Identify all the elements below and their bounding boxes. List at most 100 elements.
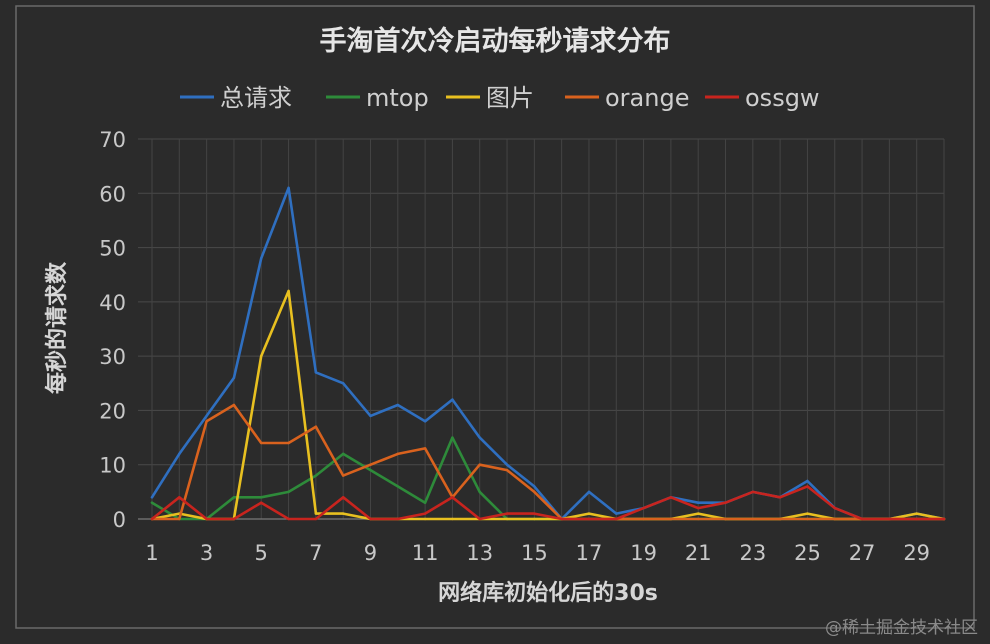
watermark: @稀土掘金技术社区	[825, 618, 978, 638]
data-point-总请求	[478, 436, 481, 439]
data-point-orange	[669, 517, 673, 521]
data-point-ossgw	[724, 501, 727, 504]
data-point-ossgw	[833, 506, 836, 510]
data-point-ossgw	[478, 517, 481, 521]
data-point-总请求	[505, 463, 509, 466]
legend-label: 图片	[486, 84, 534, 112]
data-point-总请求	[287, 186, 290, 190]
data-point-总请求	[587, 490, 591, 494]
legend-label: 总请求	[220, 84, 292, 112]
data-point-图片	[505, 517, 509, 521]
legend: 总请求 mtop 图片 orange ossgw	[180, 84, 820, 112]
y-axis-label: 每秒的请求数	[44, 261, 70, 394]
data-point-ossgw	[669, 496, 673, 499]
data-point-orange	[396, 452, 399, 456]
data-point-总请求	[178, 452, 181, 456]
data-point-orange	[806, 517, 809, 521]
x-tick-label: 25	[794, 541, 821, 565]
x-tick-label: 17	[576, 541, 603, 565]
data-point-图片	[915, 512, 918, 515]
data-point-ossgw	[396, 517, 399, 521]
y-tick-label: 40	[99, 291, 126, 315]
data-point-总请求	[205, 414, 208, 418]
data-point-ossgw	[587, 517, 591, 521]
data-point-mtop	[260, 496, 263, 499]
data-point-orange	[642, 517, 645, 521]
data-point-orange	[778, 517, 782, 521]
data-point-mtop	[314, 474, 318, 477]
data-point-图片	[314, 512, 318, 515]
data-point-图片	[533, 517, 536, 521]
data-point-ossgw	[751, 490, 755, 494]
series-line-orange	[150, 403, 946, 521]
data-point-图片	[587, 512, 591, 515]
data-point-ossgw	[560, 517, 563, 521]
x-tick-label: 9	[364, 541, 377, 565]
y-tick-label: 60	[99, 182, 126, 206]
data-point-ossgw	[314, 517, 318, 521]
data-point-图片	[697, 512, 700, 515]
chart-border	[15, 5, 975, 629]
data-point-图片	[806, 512, 809, 515]
data-point-ossgw	[178, 496, 181, 499]
data-point-orange	[423, 447, 427, 450]
data-point-总请求	[260, 257, 263, 260]
series-line-图片	[150, 289, 946, 521]
x-tick-label: 19	[630, 541, 657, 565]
data-point-mtop	[423, 501, 427, 504]
data-point-orange	[505, 468, 509, 472]
data-point-图片	[260, 354, 263, 358]
y-tick-label: 50	[99, 237, 126, 261]
data-point-总请求	[314, 371, 318, 374]
data-point-orange	[724, 517, 727, 521]
data-point-ossgw	[260, 501, 263, 504]
data-point-ossgw	[505, 512, 509, 515]
legend-label: ossgw	[745, 84, 820, 112]
series-line-总请求	[150, 186, 946, 521]
series-line-ossgw	[150, 485, 946, 521]
data-point-ossgw	[341, 496, 345, 499]
data-point-图片	[451, 517, 454, 521]
data-point-orange	[533, 490, 536, 494]
x-tick-label: 23	[739, 541, 766, 565]
data-point-图片	[423, 517, 427, 521]
x-tick-label: 3	[200, 541, 213, 565]
data-point-总请求	[451, 398, 454, 401]
data-point-ossgw	[697, 506, 700, 510]
data-point-mtop	[451, 436, 454, 439]
data-point-orange	[260, 441, 263, 445]
data-point-orange	[697, 517, 700, 521]
data-point-总请求	[369, 414, 372, 418]
data-point-ossgw	[942, 517, 946, 521]
data-point-mtop	[396, 485, 399, 488]
data-point-orange	[833, 517, 836, 521]
data-point-ossgw	[642, 506, 645, 510]
x-tick-label: 11	[412, 541, 439, 565]
x-tick-label: 29	[903, 541, 930, 565]
x-tick-label: 7	[309, 541, 322, 565]
data-point-mtop	[287, 490, 290, 494]
data-point-orange	[314, 425, 318, 428]
y-tick-label: 30	[99, 345, 126, 369]
data-point-mtop	[150, 501, 154, 504]
data-point-ossgw	[888, 517, 891, 521]
data-point-orange	[369, 463, 372, 466]
y-tick-label: 10	[99, 454, 126, 478]
data-point-总请求	[615, 512, 618, 515]
data-point-ossgw	[150, 517, 154, 521]
legend-label: mtop	[366, 84, 429, 112]
data-point-总请求	[232, 376, 236, 380]
data-point-ossgw	[915, 517, 918, 521]
legend-label: orange	[605, 84, 689, 112]
data-point-总请求	[341, 382, 345, 385]
x-tick-label: 27	[849, 541, 876, 565]
data-point-总请求	[533, 485, 536, 488]
y-tick-label: 20	[99, 399, 126, 423]
data-point-ossgw	[451, 496, 454, 499]
data-point-总请求	[150, 496, 154, 499]
data-point-ossgw	[287, 517, 290, 521]
data-point-总请求	[697, 501, 700, 504]
data-point-总请求	[396, 403, 399, 407]
